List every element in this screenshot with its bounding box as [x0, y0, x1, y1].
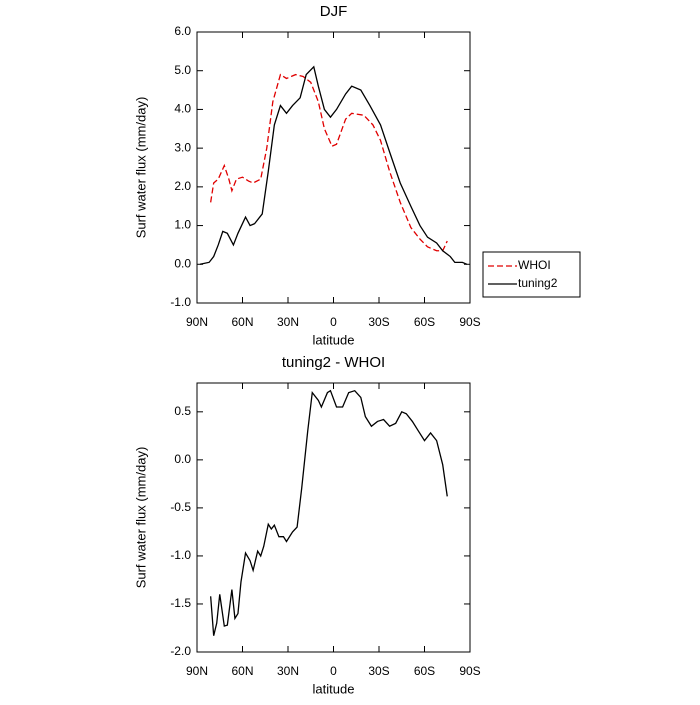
legend-label: WHOI [518, 258, 551, 272]
x-tick-label: 60N [231, 664, 253, 678]
y-tick-label: 1.0 [174, 218, 191, 232]
x-tick-label: 30S [368, 664, 389, 678]
x-axis-label: latitude [313, 681, 355, 696]
y-tick-label: 4.0 [174, 102, 191, 116]
y-tick-label: 0.0 [174, 256, 191, 270]
y-tick-label: -2.0 [170, 644, 191, 658]
x-tick-label: 90S [459, 664, 480, 678]
y-tick-label: -0.5 [170, 500, 191, 514]
y-axis-label: Surf water flux (mm/day) [133, 447, 148, 589]
x-tick-label: 60N [231, 315, 253, 329]
y-tick-label: 0.0 [174, 452, 191, 466]
y-tick-label: 0.5 [174, 404, 191, 418]
y-tick-label: -1.0 [170, 548, 191, 562]
chart-title: tuning2 - WHOI [282, 354, 385, 371]
data-line [210, 389, 448, 636]
data-line [199, 65, 468, 265]
y-tick-label: 5.0 [174, 63, 191, 77]
y-tick-label: 2.0 [174, 179, 191, 193]
y-tick-label: 6.0 [174, 24, 191, 38]
legend-label: tuning2 [518, 276, 558, 290]
y-tick-label: -1.5 [170, 596, 191, 610]
legend-box [482, 251, 581, 298]
x-tick-label: 90N [186, 664, 208, 678]
x-tick-label: 60S [414, 664, 435, 678]
x-tick-label: 60S [414, 315, 435, 329]
y-tick-label: -1.0 [170, 295, 191, 309]
plot-frame [196, 31, 471, 304]
x-tick-label: 90N [186, 315, 208, 329]
chart-title: DJF [320, 3, 348, 20]
y-tick-label: 3.0 [174, 140, 191, 154]
y-axis-label: Surf water flux (mm/day) [133, 97, 148, 239]
x-tick-label: 0 [330, 315, 337, 329]
x-tick-label: 30S [368, 315, 389, 329]
x-tick-label: 0 [330, 664, 337, 678]
x-tick-label: 30N [277, 315, 299, 329]
x-axis-label: latitude [313, 332, 355, 347]
data-line [210, 73, 448, 252]
x-tick-label: 30N [277, 664, 299, 678]
x-tick-label: 90S [459, 315, 480, 329]
